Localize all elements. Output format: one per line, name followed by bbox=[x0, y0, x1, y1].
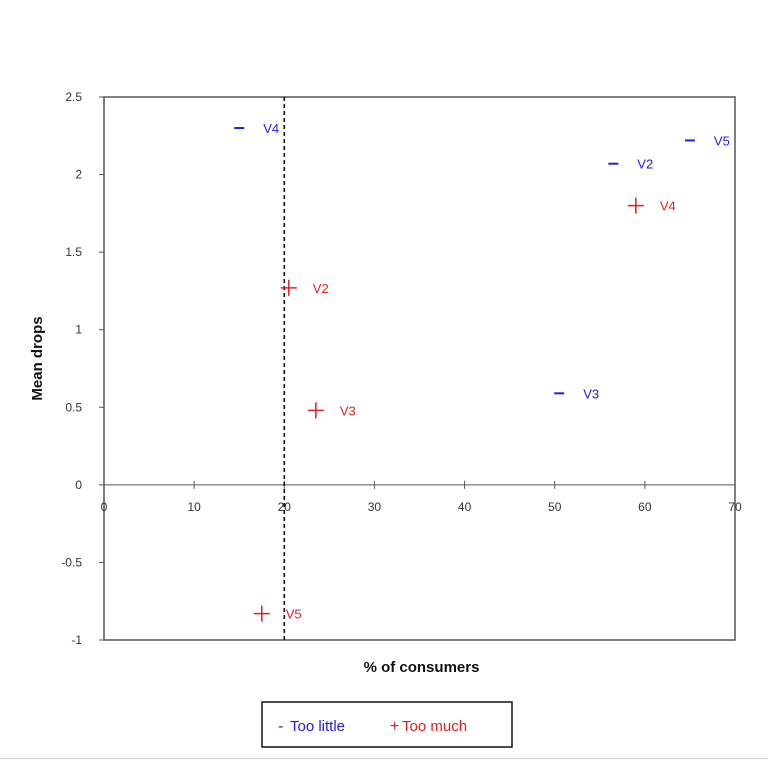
legend-box bbox=[261, 701, 513, 748]
y-tick-label: -0.5 bbox=[61, 555, 82, 569]
point-label: V3 bbox=[583, 386, 599, 401]
point-label: V5 bbox=[714, 133, 730, 148]
x-tick-label: 30 bbox=[368, 500, 382, 514]
legend-symbol: - bbox=[278, 718, 283, 735]
bottom-divider bbox=[0, 758, 768, 759]
x-tick-label: 70 bbox=[728, 500, 742, 514]
x-tick-label: 50 bbox=[548, 500, 562, 514]
y-tick-label: 1.5 bbox=[65, 245, 82, 259]
y-axis-title: Mean drops bbox=[29, 316, 46, 400]
legend-label: Too little bbox=[290, 718, 345, 735]
x-tick-label: 10 bbox=[187, 500, 201, 514]
plot-area-frame bbox=[103, 96, 736, 641]
x-tick-label: 60 bbox=[638, 500, 652, 514]
legend-label: Too much bbox=[402, 718, 467, 735]
point-label: V5 bbox=[286, 607, 302, 622]
point-label: V2 bbox=[637, 157, 653, 172]
y-tick-label: -1 bbox=[71, 633, 82, 647]
point-label: V2 bbox=[313, 281, 329, 296]
legend-symbol: + bbox=[390, 718, 399, 735]
y-tick-label: 0.5 bbox=[65, 400, 82, 414]
y-tick-label: 2.5 bbox=[65, 90, 82, 104]
y-tick-label: 2 bbox=[75, 168, 82, 182]
x-tick-label: 0 bbox=[101, 500, 108, 514]
x-tick-label: 40 bbox=[458, 500, 472, 514]
point-label: V3 bbox=[340, 403, 356, 418]
x-axis-title: % of consumers bbox=[364, 659, 480, 676]
y-tick-label: 0 bbox=[75, 478, 82, 492]
point-label: V4 bbox=[263, 121, 279, 136]
point-label: V4 bbox=[660, 199, 676, 214]
y-tick-label: 1 bbox=[75, 323, 82, 337]
